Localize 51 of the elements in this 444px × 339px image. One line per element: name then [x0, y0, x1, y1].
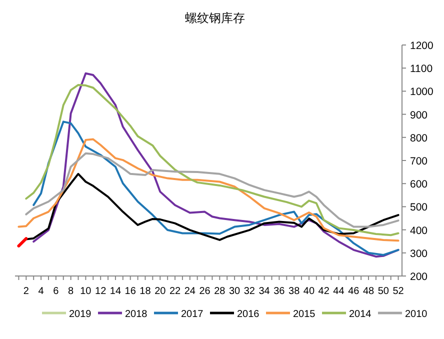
y-tick-label: 500	[410, 202, 428, 214]
x-tick-label: 44	[333, 286, 345, 297]
y-tick-label: 900	[410, 109, 428, 122]
x-tick-label: 42	[318, 286, 330, 297]
x-tick-label: 20	[154, 286, 166, 297]
chart-title: 螺纹钢库存	[185, 11, 245, 25]
legend-label: 2016	[237, 309, 260, 320]
x-tick-label: 34	[258, 286, 270, 297]
legend-label: 2018	[125, 309, 148, 320]
x-tick-label: 6	[53, 286, 60, 297]
y-tick-label: 1000	[410, 86, 434, 98]
y-tick-label: 200	[410, 271, 428, 283]
x-tick-label: 36	[274, 286, 286, 297]
x-tick-label: 4	[38, 286, 44, 297]
y-tick-label: 300	[410, 248, 428, 260]
legend-label: 2010	[405, 309, 428, 320]
legend-label: 2014	[349, 309, 372, 320]
x-tick-label: 32	[244, 286, 256, 297]
x-tick-label: 52	[392, 286, 404, 297]
line-series	[32, 72, 400, 258]
x-tick-label: 38	[288, 286, 300, 297]
y-tick-label: 400	[410, 224, 428, 237]
line-series	[25, 152, 400, 228]
x-tick-label: 46	[348, 286, 360, 297]
line-series	[25, 172, 400, 241]
x-tick-label: 10	[80, 286, 92, 297]
x-tick-label: 2	[23, 286, 30, 297]
y-tick-label: 1100	[410, 63, 433, 76]
legend-label: 2017	[181, 309, 204, 320]
y-tick-label: 800	[410, 132, 428, 144]
x-tick-label: 28	[214, 286, 226, 297]
y-tick-label: 1200	[410, 40, 434, 52]
x-tick-label: 22	[169, 286, 182, 297]
y-tick-label: 600	[410, 178, 428, 191]
x-tick-label: 18	[140, 286, 152, 297]
y-tick-label: 700	[410, 156, 428, 168]
line-series	[25, 84, 400, 236]
x-tick-label: 30	[228, 286, 241, 297]
x-tick-label: 14	[110, 286, 122, 297]
x-tick-label: 50	[378, 286, 390, 297]
x-tick-label: 48	[362, 286, 375, 297]
x-tick-label: 26	[199, 286, 211, 297]
x-tick-label: 16	[124, 286, 136, 297]
legend-label: 2019	[69, 309, 92, 320]
x-tick-label: 8	[68, 286, 74, 297]
x-tick-label: 24	[184, 286, 196, 297]
x-tick-label: 12	[95, 286, 107, 297]
x-tick-label: 40	[303, 286, 315, 297]
line-series	[32, 120, 400, 256]
line-series	[18, 138, 400, 242]
legend-label: 2015	[293, 309, 316, 320]
